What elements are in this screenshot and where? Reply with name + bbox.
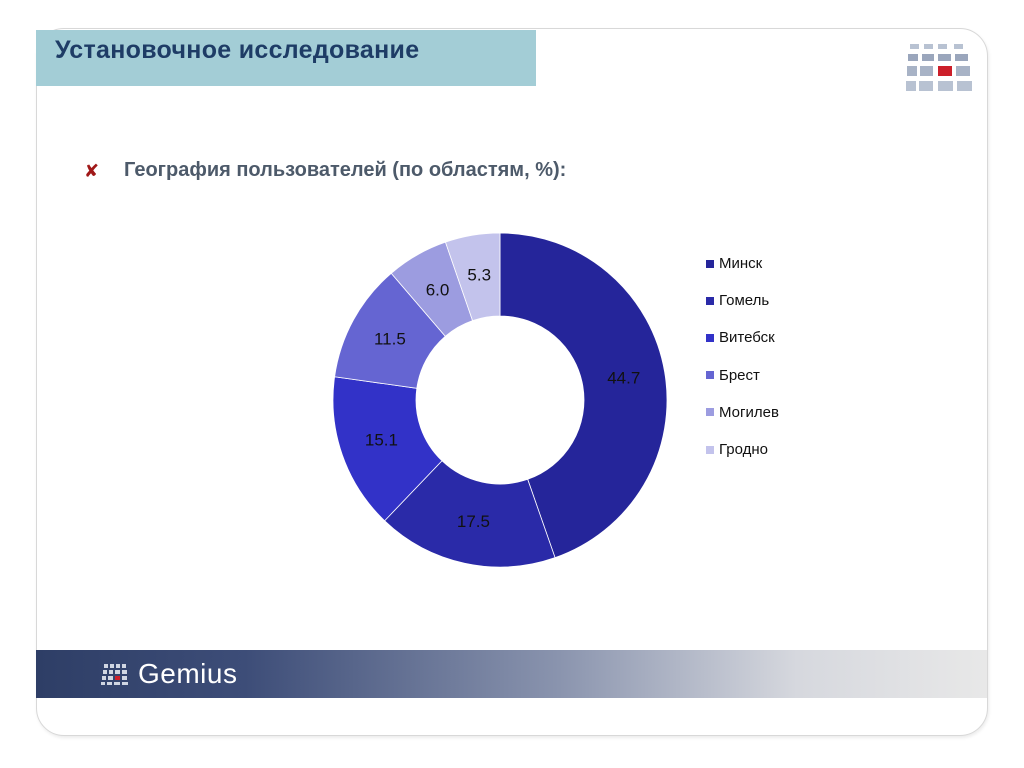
legend-item-2: Гомель xyxy=(706,282,779,319)
legend-swatch xyxy=(706,445,714,454)
legend-label: Минск xyxy=(719,255,763,273)
data-label-2: 17.5 xyxy=(457,512,490,531)
legend-swatch xyxy=(706,408,714,417)
donut-slice-2 xyxy=(384,460,556,568)
legend-label: Могилев xyxy=(719,403,779,421)
data-label-3: 15.1 xyxy=(365,431,398,450)
legend-swatch xyxy=(706,371,714,380)
x-mark-icon: ✘ xyxy=(84,161,100,181)
legend-item-4: Брест xyxy=(706,357,779,394)
title-bar xyxy=(36,30,536,86)
slide-title: Установочное исследование xyxy=(55,36,420,64)
legend-swatch xyxy=(706,333,714,342)
chart-legend: Минск Гомель Витебск Брест Могилев Гродно xyxy=(706,245,779,468)
data-label-5: 6.0 xyxy=(426,281,450,300)
donut-chart: 44.7 17.5 15.1 11.5 6.0 5.3 xyxy=(332,232,668,568)
gemius-grid-logo-icon xyxy=(906,44,972,91)
data-label-4: 11.5 xyxy=(374,329,406,348)
legend-item-3: Витебск xyxy=(706,319,779,356)
data-label-1: 44.7 xyxy=(607,369,640,388)
slide-frame xyxy=(36,28,988,736)
donut-slice-1 xyxy=(499,232,668,559)
footer-band xyxy=(36,650,987,698)
legend-item-5: Могилев xyxy=(706,394,779,431)
legend-swatch xyxy=(706,259,714,268)
gemius-mark-icon xyxy=(101,664,128,685)
legend-swatch xyxy=(706,296,714,305)
legend-item-6: Гродно xyxy=(706,431,779,468)
bullet-text: География пользователей (по областям, %)… xyxy=(124,159,567,181)
legend-label: Витебск xyxy=(719,329,775,347)
donut-slice-6 xyxy=(444,232,501,322)
data-label-6: 5.3 xyxy=(467,266,491,285)
legend-label: Брест xyxy=(719,366,760,384)
legend-label: Гомель xyxy=(719,292,770,310)
footer-brand: Gemius xyxy=(138,658,238,689)
footer-logo: Gemius xyxy=(100,658,237,690)
legend-label: Гродно xyxy=(719,441,769,459)
legend-item-1: Минск xyxy=(706,245,779,282)
